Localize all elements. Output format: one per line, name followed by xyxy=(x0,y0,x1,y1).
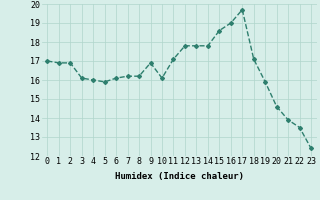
X-axis label: Humidex (Indice chaleur): Humidex (Indice chaleur) xyxy=(115,172,244,181)
